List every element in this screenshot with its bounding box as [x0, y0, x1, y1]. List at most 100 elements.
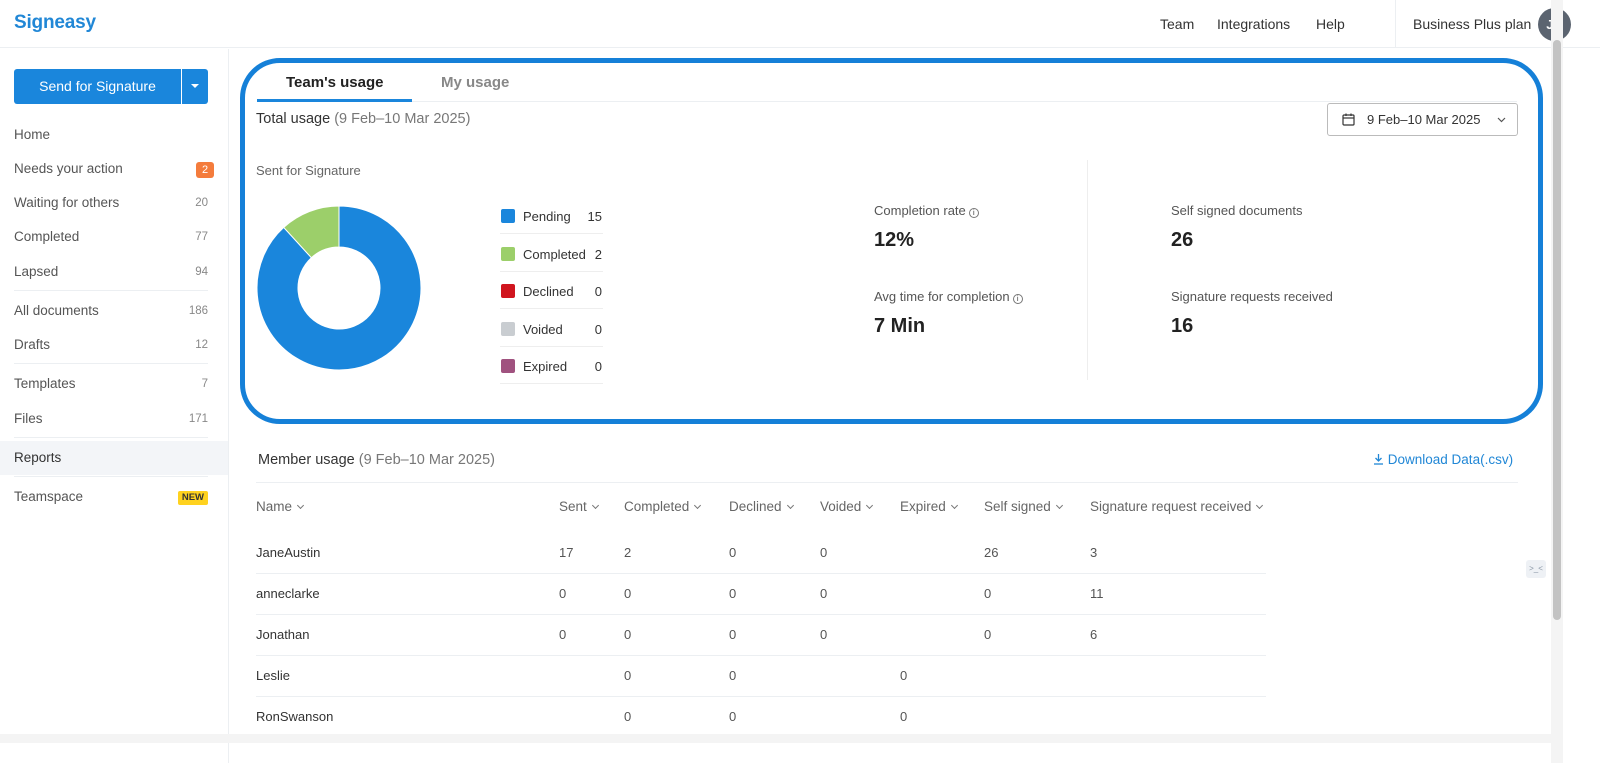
member-name: JaneAustin — [256, 545, 321, 560]
table-cell: 0 — [729, 545, 737, 560]
table-cell: 0 — [624, 668, 632, 683]
table-cell: 0 — [984, 627, 992, 642]
legend-label: Declined — [523, 284, 574, 299]
feedback-widget-icon[interactable]: >_< — [1526, 560, 1546, 578]
legend-item-completed: Completed 2 — [500, 236, 603, 272]
sidebar-item-home[interactable]: Home — [0, 118, 228, 152]
sidebar-item-all-documents[interactable]: All documents 186 — [0, 294, 228, 328]
info-icon[interactable]: i — [1012, 294, 1023, 304]
sidebar-item-lapsed[interactable]: Lapsed 94 — [0, 255, 228, 289]
donut-slice-completed[interactable] — [283, 205, 340, 259]
download-icon — [1374, 454, 1383, 465]
self-signed-label: Self signed documents — [1171, 203, 1303, 218]
table-row-divider — [256, 696, 1266, 697]
column-header-name[interactable]: Name — [256, 499, 305, 514]
sidebar: Send for Signature Home Needs your actio… — [0, 49, 229, 763]
sidebar-item-teamspace[interactable]: Teamspace NEW — [0, 480, 228, 514]
avg-time-label: Avg time for completion i — [874, 289, 1023, 304]
member-name: Leslie — [256, 668, 290, 683]
member-usage-range: (9 Feb–10 Mar 2025) — [358, 452, 495, 468]
total-usage-title: Total usage (9 Feb–10 Mar 2025) — [256, 111, 470, 127]
sidebar-item-completed[interactable]: Completed 77 — [0, 220, 228, 254]
member-usage-divider — [256, 482, 1518, 483]
column-header-declined[interactable]: Declined — [729, 499, 794, 514]
nav-help[interactable]: Help — [1316, 16, 1345, 32]
table-cell: 0 — [820, 586, 828, 601]
table-cell: 0 — [624, 627, 632, 642]
requests-received-value: 16 — [1171, 315, 1194, 337]
tab-teams-usage[interactable]: Team's usage — [286, 74, 384, 91]
column-header-signature-request-received[interactable]: Signature request received — [1090, 499, 1264, 514]
legend-item-expired: Expired 0 — [500, 348, 603, 384]
column-header-label: Name — [256, 499, 293, 514]
nav-integrations[interactable]: Integrations — [1217, 16, 1291, 32]
date-range-picker[interactable]: 9 Feb–10 Mar 2025 — [1327, 103, 1518, 136]
sidebar-divider — [14, 290, 208, 291]
table-cell: 6 — [1090, 627, 1098, 642]
member-name: Jonathan — [256, 627, 310, 642]
column-header-sent[interactable]: Sent — [559, 499, 599, 514]
sidebar-item-count: 7 — [201, 378, 208, 390]
legend-item-declined: Declined 0 — [500, 273, 603, 309]
donut-slice-pending[interactable] — [256, 205, 422, 371]
nav-team[interactable]: Team — [1160, 16, 1195, 32]
legend-swatch — [501, 284, 515, 298]
sort-chevron-icon — [950, 501, 958, 510]
chevron-down-icon — [1497, 117, 1506, 123]
column-header-label: Completed — [624, 499, 690, 514]
info-icon[interactable]: i — [968, 208, 979, 218]
sidebar-item-waiting-for-others[interactable]: Waiting for others 20 — [0, 186, 228, 220]
sidebar-item-files[interactable]: Files 171 — [0, 402, 228, 436]
horizontal-scrollbar[interactable] — [0, 734, 1551, 743]
column-header-completed[interactable]: Completed — [624, 499, 702, 514]
table-cell: 0 — [559, 627, 567, 642]
sidebar-item-count: 77 — [195, 231, 208, 243]
sidebar-item-label: Files — [14, 411, 43, 426]
stats-divider — [1087, 160, 1088, 380]
send-options-dropdown-button[interactable] — [182, 69, 208, 104]
legend-item-pending: Pending 15 — [500, 198, 603, 234]
action-count-badge: 2 — [196, 162, 214, 178]
table-row-divider — [256, 655, 1266, 656]
column-header-label: Self signed — [984, 499, 1051, 514]
total-usage-heading: Total usage — [256, 111, 331, 127]
avg-time-value: 7 Min — [874, 315, 926, 337]
tab-my-usage[interactable]: My usage — [441, 74, 510, 91]
sort-chevron-icon — [1055, 501, 1063, 510]
vertical-scrollbar-thumb[interactable] — [1553, 40, 1561, 620]
legend-item-voided: Voided 0 — [500, 311, 603, 347]
table-cell: 11 — [1090, 586, 1104, 601]
legend-swatch — [501, 209, 515, 223]
sort-chevron-icon — [296, 501, 305, 510]
legend-swatch — [501, 359, 515, 373]
app-logo[interactable]: Signeasy — [14, 12, 96, 33]
sort-chevron-icon — [786, 501, 794, 510]
sidebar-item-templates[interactable]: Templates 7 — [0, 367, 228, 401]
member-name: RonSwanson — [256, 709, 334, 724]
table-cell: 0 — [624, 709, 632, 724]
column-header-self-signed[interactable]: Self signed — [984, 499, 1063, 514]
legend-value: 0 — [594, 359, 602, 374]
sidebar-item-needs-your-action[interactable]: Needs your action 2 — [0, 152, 228, 186]
sidebar-divider — [14, 437, 208, 438]
send-for-signature-button[interactable]: Send for Signature — [14, 69, 181, 104]
plan-label[interactable]: Business Plus plan — [1413, 16, 1532, 32]
sidebar-item-label: All documents — [14, 303, 99, 318]
requests-received-label: Signature requests received — [1171, 289, 1333, 304]
self-signed-value: 26 — [1171, 229, 1194, 251]
sidebar-item-drafts[interactable]: Drafts 12 — [0, 328, 228, 362]
table-row-divider — [256, 573, 1266, 574]
sidebar-item-reports[interactable]: Reports — [0, 441, 228, 475]
total-usage-range: (9 Feb–10 Mar 2025) — [334, 111, 471, 127]
column-header-voided[interactable]: Voided — [820, 499, 874, 514]
column-header-expired[interactable]: Expired — [900, 499, 958, 514]
header-divider — [1395, 0, 1396, 48]
completion-rate-value: 12% — [874, 229, 915, 251]
legend-value: 15 — [587, 209, 602, 224]
legend-swatch — [501, 321, 515, 336]
sidebar-item-count: 94 — [195, 266, 208, 278]
column-header-label: Declined — [729, 499, 782, 514]
download-csv-link[interactable]: Download Data(.csv) — [1373, 452, 1513, 467]
table-cell: 0 — [984, 586, 992, 601]
sidebar-item-label: Teamspace — [14, 489, 84, 504]
